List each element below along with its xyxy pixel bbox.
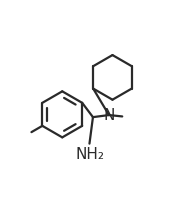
Text: N: N xyxy=(103,108,115,123)
Text: NH₂: NH₂ xyxy=(76,147,105,162)
